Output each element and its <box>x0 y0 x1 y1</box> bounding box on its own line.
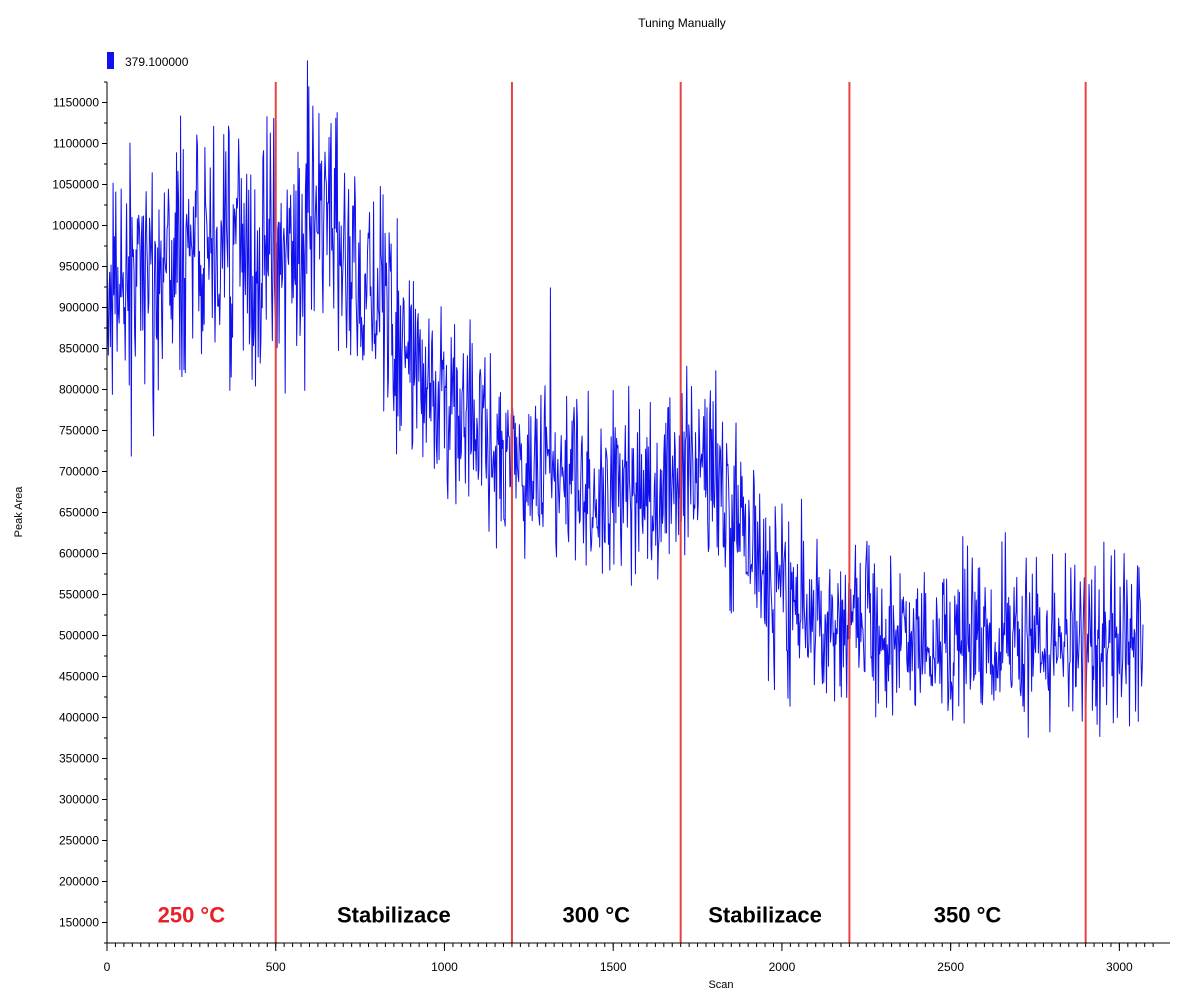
y-tick-label: 150000 <box>59 916 99 930</box>
series-379-100000-line <box>106 60 1144 738</box>
x-tick-label: 2000 <box>769 960 796 974</box>
y-tick-label: 750000 <box>59 424 99 438</box>
x-tick-label: 1000 <box>431 960 458 974</box>
x-axis-label: Scan <box>708 979 733 991</box>
y-tick-label: 650000 <box>59 506 99 520</box>
legend-swatch <box>107 52 114 69</box>
y-tick-label: 800000 <box>59 383 99 397</box>
y-tick-label: 1150000 <box>53 96 99 110</box>
y-tick-label: 200000 <box>59 875 99 889</box>
x-tick-label: 3000 <box>1106 960 1133 974</box>
y-tick-label: 1100000 <box>53 137 99 151</box>
legend-label: 379.100000 <box>125 55 189 69</box>
y-tick-label: 350000 <box>59 752 99 766</box>
region-label: 300 °C <box>563 902 631 927</box>
x-tick-label: 0 <box>104 960 111 974</box>
x-minor-ticks <box>106 943 1154 947</box>
chart-legend: 379.100000 <box>107 52 189 69</box>
y-tick-label: 500000 <box>59 629 99 643</box>
y-tick-label: 1050000 <box>52 178 99 192</box>
y-tick-label: 250000 <box>59 834 99 848</box>
chart-title: Tuning Manually <box>638 16 726 30</box>
region-label: Stabilizace <box>708 902 822 927</box>
x-tick-label: 500 <box>266 960 286 974</box>
y-tick-label: 700000 <box>59 465 99 479</box>
y-tick-label: 1000000 <box>52 219 99 233</box>
y-tick-label: 450000 <box>59 670 99 684</box>
annotation-layer: 250 °C Stabilizace 300 °C Stabilizace 350 °C <box>158 902 1002 927</box>
x-major-ticks <box>106 943 1120 951</box>
series-layer <box>106 60 1144 738</box>
y-tick-label: 600000 <box>59 547 99 561</box>
region-label: Stabilizace <box>337 902 451 927</box>
region-label: 350 °C <box>934 902 1002 927</box>
x-tick-labels: 0 500 1000 1500 2000 2500 3000 <box>104 960 1133 974</box>
y-tick-label: 950000 <box>59 260 99 274</box>
y-tick-labels: 150000 200000 250000 300000 350000 400000 4500… <box>52 96 99 930</box>
y-minor-ticks <box>104 81 107 944</box>
x-tick-label: 1500 <box>600 960 627 974</box>
y-tick-label: 300000 <box>59 793 99 807</box>
y-tick-label: 400000 <box>59 711 99 725</box>
boundary-lines-layer <box>274 82 1087 943</box>
y-axis-label: Peak Area <box>13 486 25 538</box>
y-tick-label: 900000 <box>59 301 99 315</box>
y-tick-label: 850000 <box>59 342 99 356</box>
y-tick-label: 550000 <box>59 588 99 602</box>
x-tick-label: 2500 <box>937 960 964 974</box>
region-label: 250 °C <box>158 902 226 927</box>
axes-layer: 0 500 1000 1500 2000 2500 3000 150000 200000 250… <box>52 81 1170 974</box>
